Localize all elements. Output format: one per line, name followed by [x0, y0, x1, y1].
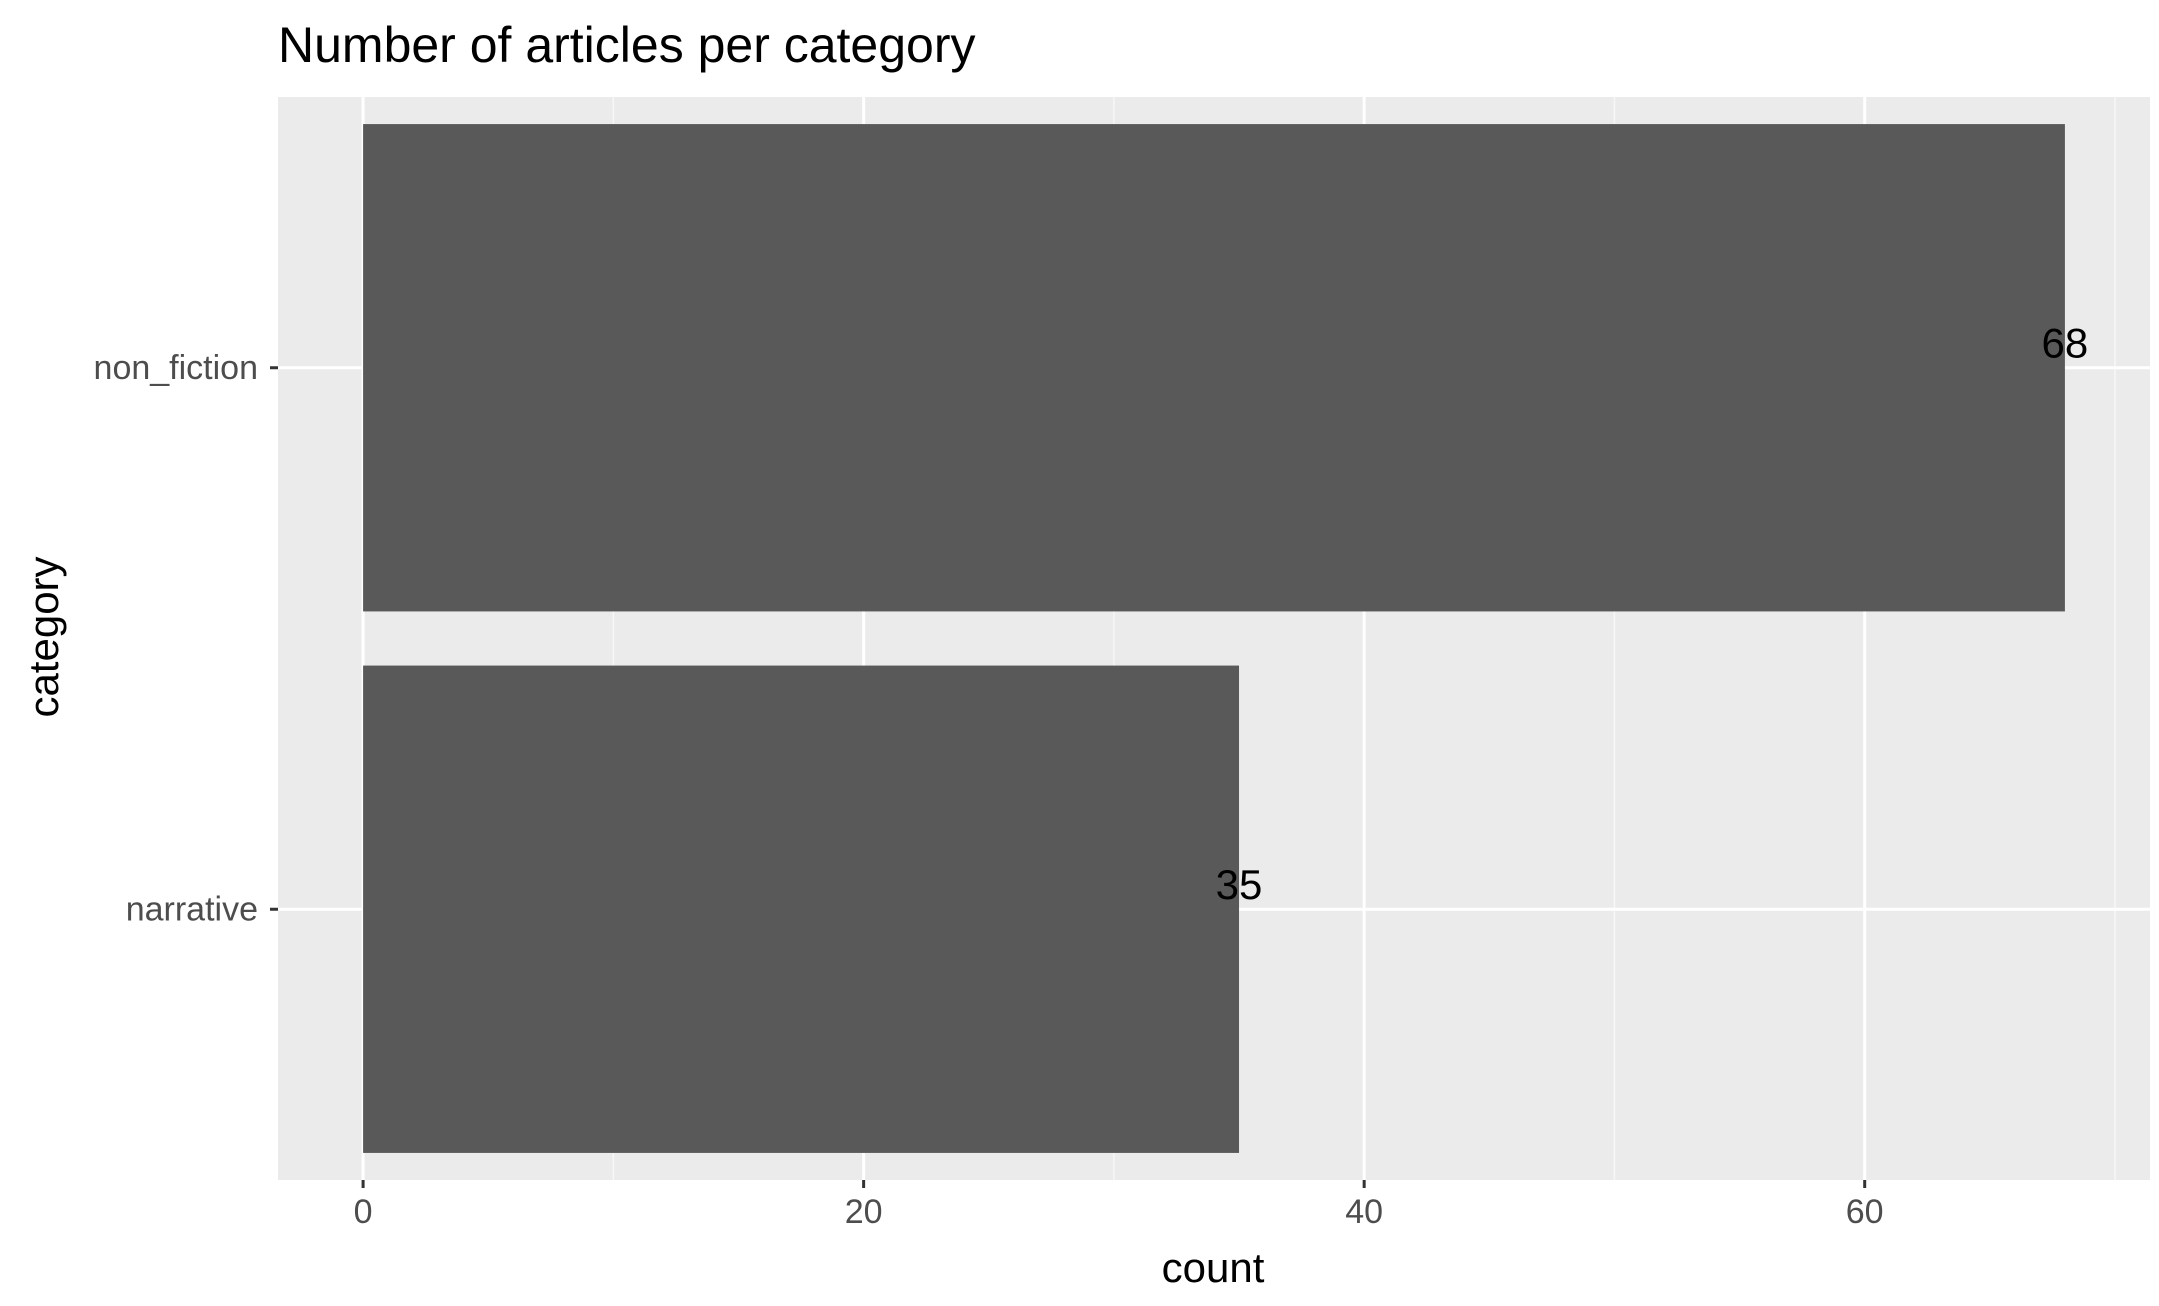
y-axis-title: category — [20, 556, 67, 717]
y-tick-label-non_fiction: non_fiction — [94, 349, 258, 387]
bars — [363, 124, 2065, 1153]
x-tick-label-40: 40 — [1345, 1193, 1383, 1231]
data-label-non_fiction: 68 — [2042, 319, 2089, 366]
y-tick-label-narrative: narrative — [126, 890, 258, 928]
x-axis-title: count — [1162, 1244, 1265, 1291]
x-axis: 0 20 40 60 — [354, 1180, 1884, 1231]
x-tick-label-20: 20 — [845, 1193, 883, 1231]
x-tick-label-0: 0 — [354, 1193, 373, 1231]
data-label-narrative: 35 — [1216, 861, 1263, 908]
y-axis: non_fiction narrative — [94, 349, 278, 928]
bar-narrative — [363, 665, 1240, 1153]
bar-non_fiction — [363, 124, 2065, 612]
chart-title: Number of articles per category — [278, 17, 976, 73]
data-labels: 68 35 — [1216, 319, 2089, 908]
x-tick-label-60: 60 — [1846, 1193, 1884, 1231]
